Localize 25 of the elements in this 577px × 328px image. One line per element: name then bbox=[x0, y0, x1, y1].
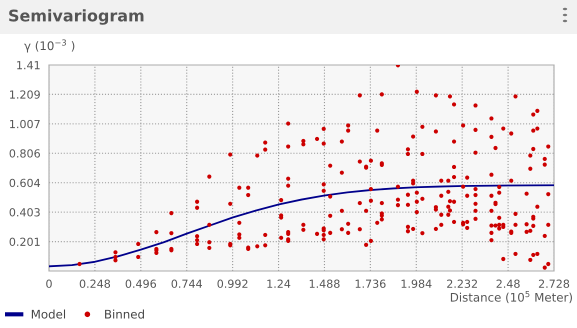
x-tick-label: 2.48 bbox=[496, 280, 520, 288]
y-axis-title: γ (10$^{−3}$ ) bbox=[24, 39, 74, 52]
legend-label: Model bbox=[32, 309, 66, 319]
y-tick-label: 0.403 bbox=[10, 208, 40, 216]
x-tick-label: 1.488 bbox=[310, 280, 340, 288]
x-axis-title: Distance (10$^{5}$ Meter) bbox=[450, 291, 572, 304]
y-tick-label: 0.806 bbox=[10, 149, 40, 158]
x-tick-label: 2.232 bbox=[447, 280, 477, 288]
chart-title: Semivariogram bbox=[9, 9, 144, 25]
legend-label: Binned bbox=[105, 309, 144, 319]
x-tick-label: 0.744 bbox=[172, 280, 202, 288]
x-tick-label: 1.984 bbox=[402, 280, 432, 288]
y-tick-label: 1.007 bbox=[10, 120, 40, 128]
x-tick-label: 1.736 bbox=[356, 280, 386, 288]
line-series bbox=[49, 184, 554, 268]
y-tick-label: 0.201 bbox=[10, 238, 40, 246]
x-tick-label: 0 bbox=[46, 280, 52, 288]
y-tick-label: 1.209 bbox=[10, 90, 40, 99]
x-tick-label: 1.24 bbox=[267, 280, 290, 288]
y-tick-label: 1.41 bbox=[17, 61, 40, 70]
x-tick-label: 0.248 bbox=[80, 280, 110, 288]
x-tick-label: 0.992 bbox=[217, 280, 248, 288]
x-tick-label: 2.728 bbox=[538, 280, 570, 288]
x-tick-label: 0.496 bbox=[126, 280, 156, 288]
y-tick-label: 0.604 bbox=[10, 178, 40, 188]
